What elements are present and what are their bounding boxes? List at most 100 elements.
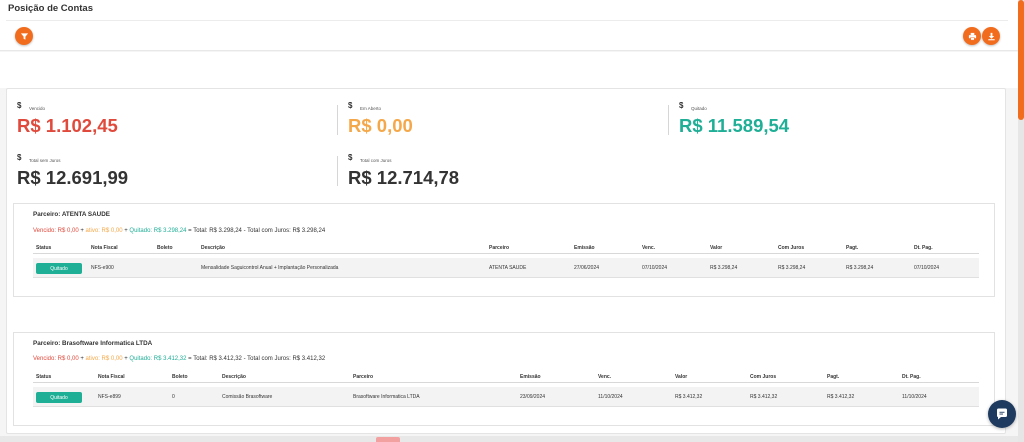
summary-ativo-text: ativo: R$ 0,00: [85, 356, 123, 362]
divider: [668, 105, 669, 135]
summary-total-text: = Total: R$ 3.412,32 - Total com Juros: …: [186, 356, 326, 362]
cell-pagt: R$ 3.298,24: [846, 265, 874, 271]
dollar-icon: $: [17, 101, 22, 110]
partner-card: Parceiro: Brasoftware Informatica LTDA V…: [13, 332, 995, 426]
summary-total-text: = Total: R$ 3.298,24 - Total com Juros: …: [186, 228, 326, 234]
download-icon: [987, 32, 995, 40]
summary-value: R$ 11.589,54: [679, 115, 790, 136]
cell-descricao: Mensalidade Saguicontrol Anual + Implant…: [201, 265, 339, 271]
summary-label: Vencido: [29, 106, 46, 111]
column-header: Nota Fiscal: [91, 245, 118, 251]
column-header: Dt. Pag.: [914, 245, 933, 251]
summary-label: Em Aberto: [360, 106, 382, 111]
column-header: Valor: [710, 245, 723, 251]
cell-pagt: R$ 3.412,32: [827, 394, 855, 400]
column-header: Descrição: [201, 245, 225, 251]
separator: +: [122, 228, 130, 234]
cell-boleto: 0: [172, 394, 175, 400]
table-header: Status Nota Fiscal Boleto Descrição Parc…: [33, 243, 979, 254]
table-row[interactable]: Quitado NFS-e899 0 Comissão Brasoftware …: [33, 387, 979, 407]
column-header: Descrição: [222, 374, 246, 380]
partner-card: Parceiro: ATENTA SAUDE Vencido: R$ 0,00 …: [13, 203, 995, 297]
chat-icon: [997, 408, 1007, 420]
bottom-strip: [0, 436, 1018, 442]
printer-icon: [968, 32, 976, 40]
cell-dt-pag: 07/10/2024: [914, 265, 940, 271]
cell-dt-pag: 11/10/2024: [902, 394, 927, 400]
column-header: Status: [36, 374, 52, 380]
cell-nota-fiscal: NFS-e899: [98, 394, 121, 400]
dollar-icon: $: [679, 101, 684, 110]
table-header: Status Nota Fiscal Boleto Descrição Parc…: [33, 372, 979, 383]
column-header: Pagt.: [846, 245, 859, 251]
dollar-icon: $: [348, 153, 353, 162]
cell-venc: 11/10/2024: [598, 394, 623, 400]
cell-emissao: 23/09/2024: [520, 394, 546, 400]
column-header: Parceiro: [489, 245, 510, 251]
spacer: [0, 52, 1018, 88]
summary-value: R$ 1.102,45: [17, 115, 118, 136]
filter-button[interactable]: [15, 27, 33, 45]
dollar-icon: $: [348, 101, 353, 110]
top-bar: Posição de Contas: [0, 0, 1018, 51]
divider: [6, 20, 1008, 21]
column-header: Com Juros: [750, 374, 777, 380]
summary-vencido-text: Vencido: R$ 0,00: [33, 228, 79, 234]
cell-valor: R$ 3.412,32: [675, 394, 703, 400]
summary-value: R$ 12.691,99: [17, 167, 129, 188]
column-header: Nota Fiscal: [98, 374, 125, 380]
column-header: Dt. Pag.: [902, 374, 921, 380]
cell-com-juros: R$ 3.412,32: [750, 394, 778, 400]
cell-parceiro: ATENTA SAUDE: [489, 265, 527, 271]
summary-label: Total sem Juros: [29, 158, 61, 163]
status-badge: Quitado: [36, 263, 82, 274]
divider: [337, 156, 338, 186]
table-row[interactable]: Quitado NFS-e900 Mensalidade Saguicontro…: [33, 258, 979, 278]
summary-value: R$ 12.714,78: [348, 167, 460, 188]
separator: +: [78, 228, 86, 234]
cell-emissao: 27/06/2024: [574, 265, 600, 271]
print-button[interactable]: [963, 27, 981, 45]
column-header: Com Juros: [778, 245, 805, 251]
partner-summary: Vencido: R$ 0,00 + ativo: R$ 0,00 + Quit…: [33, 356, 325, 362]
status-badge: Quitado: [36, 392, 82, 403]
column-header: Venc.: [598, 374, 612, 380]
summary-ativo-text: ativo: R$ 0,00: [85, 228, 123, 234]
cell-parceiro: Brasoftware Informatica LTDA: [353, 394, 420, 400]
cell-venc: 07/10/2024: [642, 265, 668, 271]
chat-button[interactable]: [988, 400, 1016, 428]
accounts-panel: $ Vencido R$ 1.102,45 $ Em Aberto R$ 0,0…: [6, 88, 1006, 434]
filter-icon: [20, 32, 28, 40]
column-header: Parceiro: [353, 374, 374, 380]
page-title: Posição de Contas: [8, 3, 93, 14]
column-header: Boleto: [157, 245, 173, 251]
partner-summary: Vencido: R$ 0,00 + ativo: R$ 0,00 + Quit…: [33, 228, 325, 234]
column-header: Status: [36, 245, 52, 251]
scrollbar[interactable]: [1018, 0, 1024, 442]
dollar-icon: $: [17, 153, 22, 162]
column-header: Emissão: [574, 245, 595, 251]
cell-descricao: Comissão Brasoftware: [222, 394, 273, 400]
column-header: Boleto: [172, 374, 188, 380]
column-header: Emissão: [520, 374, 541, 380]
download-button[interactable]: [982, 27, 1000, 45]
summary-quitado-text: Quitado: R$ 3.412,32: [129, 356, 187, 362]
summary-value: R$ 0,00: [348, 115, 413, 136]
partner-title: Parceiro: Brasoftware Informatica LTDA: [33, 340, 153, 347]
scrollbar-thumb[interactable]: [1018, 0, 1024, 120]
summary-quitado-text: Quitado: R$ 3.298,24: [129, 228, 187, 234]
partner-title: Parceiro: ATENTA SAUDE: [33, 211, 110, 218]
divider: [337, 105, 338, 135]
bottom-tab[interactable]: [376, 437, 400, 442]
cell-com-juros: R$ 3.298,24: [778, 265, 806, 271]
column-header: Venc.: [642, 245, 656, 251]
summary-label: Quitado: [691, 106, 707, 111]
separator: +: [122, 356, 130, 362]
column-header: Pagt.: [827, 374, 840, 380]
cell-nota-fiscal: NFS-e900: [91, 265, 114, 271]
column-header: Valor: [675, 374, 688, 380]
separator: +: [78, 356, 86, 362]
cell-valor: R$ 3.298,24: [710, 265, 738, 271]
summary-label: Total com Juros: [360, 158, 392, 163]
summary-vencido-text: Vencido: R$ 0,00: [33, 356, 79, 362]
